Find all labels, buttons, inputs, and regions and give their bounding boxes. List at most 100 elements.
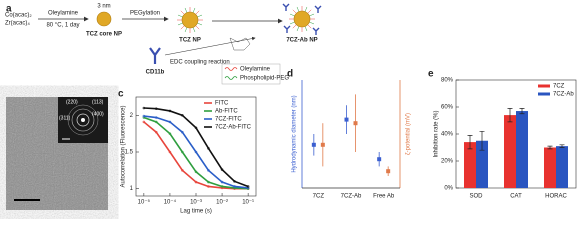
ligand <box>296 26 300 32</box>
legend-swatch <box>538 84 550 88</box>
y-tick-label: 0% <box>444 186 453 192</box>
conditions: 80 °C, 1 day <box>46 23 79 29</box>
legend-box <box>221 63 281 85</box>
bar <box>476 140 488 188</box>
y-axis-label: Hydrodynamic diameter (nm) <box>292 95 298 172</box>
x-tick-label: 10⁻⁴ <box>164 199 177 206</box>
legend-label: 7CZ-Ab <box>553 92 574 98</box>
antibody-icon <box>283 25 291 33</box>
x-tick-label: 7CZ <box>313 194 325 200</box>
y-axis-label: Inhibition rate (%) <box>434 110 440 157</box>
legend-label: 7CZ-FITC <box>215 117 242 123</box>
legend-label: 7CZ-Ab-FITC <box>215 125 252 131</box>
y2-axis-label: ζ-potential (mV) <box>406 113 412 155</box>
error-bar <box>479 130 485 151</box>
ligand <box>296 6 300 12</box>
ligand <box>184 7 188 13</box>
np <box>177 7 203 33</box>
y-tick-label: 40% <box>441 132 454 138</box>
error-bar <box>547 145 553 150</box>
panel-label: c <box>118 89 124 100</box>
ligand <box>307 9 312 14</box>
error-bar <box>519 108 525 115</box>
series-line <box>143 116 249 190</box>
bar <box>504 115 516 188</box>
ligand <box>309 21 315 25</box>
step: PEGylation <box>130 11 160 17</box>
ligand <box>292 9 297 14</box>
x-tick-label: CAT <box>510 194 522 200</box>
ligand <box>292 24 297 29</box>
ligand <box>304 6 308 12</box>
panel-label: d <box>287 69 293 80</box>
diffraction-ring <box>67 104 99 136</box>
x-tick-label: 10⁻³ <box>190 200 202 206</box>
y-tick-label: 60% <box>441 105 454 111</box>
x-tick-label: 7CZ-Ab <box>341 194 362 200</box>
error-bar <box>467 135 473 150</box>
y-tick-label: 2 <box>130 113 134 119</box>
data-point <box>353 121 358 126</box>
series-line <box>143 115 249 189</box>
ligand <box>289 21 295 25</box>
series-line <box>143 107 249 188</box>
y-tick-label: 20% <box>441 159 454 165</box>
ligand <box>304 26 308 32</box>
antibody-icon <box>312 27 320 35</box>
figure: a b c d e Co(acac)₂ Zr(acac)₄ Oleylamine… <box>5 3 577 215</box>
legend-label: 7CZ <box>553 84 565 90</box>
ligand <box>195 25 200 30</box>
diffraction-label: (113) <box>92 99 104 105</box>
legend-label: Ab-FITC <box>215 109 238 115</box>
ligand <box>289 13 295 17</box>
y-tick-label: 1 <box>130 186 134 192</box>
ligand <box>177 22 183 26</box>
core-np <box>96 11 112 27</box>
y-axis-label: Autocorrelation (Fluorescence) <box>121 105 127 187</box>
ligand <box>177 14 183 18</box>
chem-structure <box>229 37 251 51</box>
tem-image: (220) (113) (311) (400) <box>6 97 108 210</box>
scale-label: 3 nm <box>97 4 110 10</box>
schematic: Co(acac)₂ Zr(acac)₄ Oleylamine 80 °C, 1 … <box>5 3 322 85</box>
np-label: TCZ NP <box>179 38 201 44</box>
x-tick-label: 10⁻² <box>216 200 228 206</box>
x-tick-label: SOD <box>469 194 483 200</box>
x-tick-label: 10⁻¹ <box>242 200 254 206</box>
data-point <box>377 157 382 162</box>
panel-label: a <box>6 4 12 15</box>
data-point <box>320 142 325 147</box>
antibody-icon <box>314 5 322 13</box>
diffraction-ring <box>71 108 95 132</box>
bar <box>464 142 476 188</box>
legend-label: Phospholipid-PEG <box>240 76 289 82</box>
legend-label: Oleylamine <box>240 67 271 73</box>
x-tick-label: 10⁻⁵ <box>138 199 151 206</box>
x-axis-label: Lag time (s) <box>180 209 212 215</box>
panel-label: e <box>428 69 434 80</box>
diffraction-label: (311) <box>59 115 71 121</box>
diffraction-center <box>81 118 85 122</box>
legend-swatch <box>538 92 550 96</box>
data-point <box>386 169 391 174</box>
legend-label: FITC <box>215 101 229 107</box>
antibody-icon <box>149 47 161 64</box>
legend-swatch <box>224 76 238 80</box>
bar <box>516 111 528 188</box>
np-core <box>181 11 199 29</box>
core-np-label: TCZ core NP <box>86 32 122 38</box>
precursor: Co(acac)₂ <box>5 13 32 19</box>
diffraction-label: (400) <box>92 111 104 117</box>
y-tick-label: 1.5 <box>125 150 134 156</box>
bar <box>556 146 568 188</box>
series-line <box>143 121 249 190</box>
diffraction-label: (220) <box>66 99 78 105</box>
error-bar <box>507 108 513 123</box>
legend-swatch <box>224 67 238 71</box>
ligand <box>184 27 188 33</box>
antibody-icon <box>282 3 290 11</box>
data-point <box>344 117 349 122</box>
x-tick-label: HORAC <box>545 194 567 200</box>
product-label: 7CZ-Ab NP <box>286 38 317 44</box>
error-bar <box>559 144 565 148</box>
